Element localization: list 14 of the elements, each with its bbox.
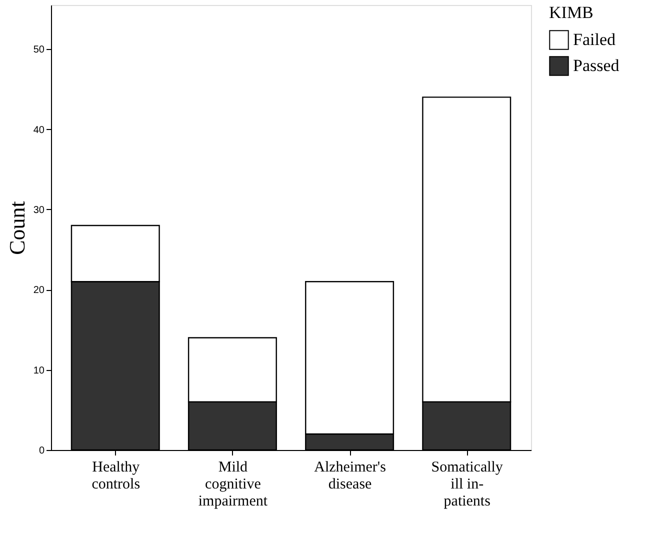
y-tick-label: 40 bbox=[33, 124, 45, 136]
legend-title: KIMB bbox=[549, 3, 594, 22]
x-tick-label: Alzheimer's disease bbox=[314, 460, 386, 492]
legend-label: Failed bbox=[573, 30, 616, 49]
x-tick-label: Mild cognitive impairment bbox=[198, 460, 268, 510]
y-tick-label: 20 bbox=[33, 285, 45, 296]
y-tick-label: 50 bbox=[33, 44, 45, 56]
legend-label: Passed bbox=[573, 56, 620, 75]
y-tick-label: 30 bbox=[33, 204, 45, 216]
x-tick-label: Healthy controls bbox=[92, 460, 140, 492]
y-tick-label: 10 bbox=[33, 365, 45, 376]
y-axis-title: Count bbox=[4, 201, 30, 255]
x-tick-label: Somatically ill in-patients bbox=[431, 460, 504, 510]
y-tick-label: 0 bbox=[38, 446, 45, 456]
